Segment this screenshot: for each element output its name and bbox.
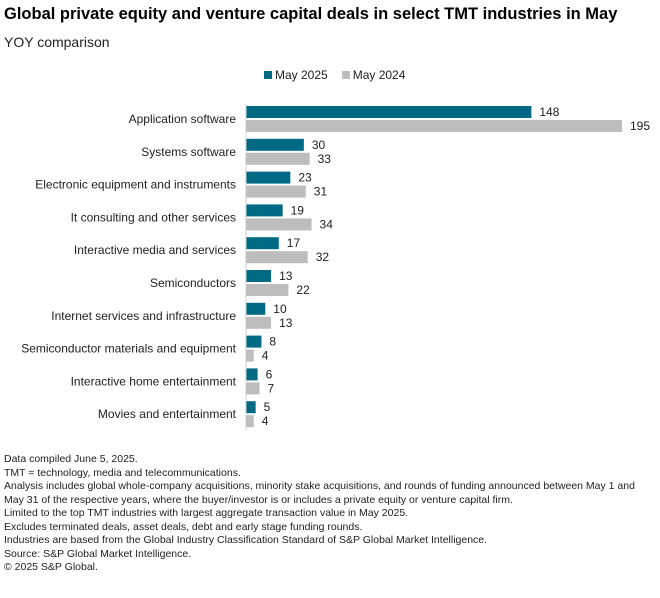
legend-swatch-2024 bbox=[341, 71, 350, 79]
bar-2024 bbox=[246, 382, 260, 395]
legend-item-2025: May 2025 bbox=[264, 68, 328, 82]
data-label: 30 bbox=[312, 138, 326, 152]
bar-2025 bbox=[246, 204, 283, 217]
chart-title: Global private equity and venture capita… bbox=[4, 5, 618, 23]
legend: May 2025 May 2024 bbox=[264, 68, 405, 82]
data-label: 33 bbox=[318, 152, 332, 166]
note: TMT = technology, media and telecommunic… bbox=[4, 466, 241, 479]
legend-label: May 2025 bbox=[275, 68, 328, 82]
category-label: Electronic equipment and instruments bbox=[35, 178, 236, 192]
note: Data compiled June 5, 2025. bbox=[4, 453, 138, 465]
bar-2024 bbox=[246, 316, 272, 329]
category-label: Semiconductors bbox=[150, 276, 236, 290]
bar-2024 bbox=[246, 349, 254, 362]
chart-subtitle: YOY comparison bbox=[4, 34, 110, 50]
data-label: 10 bbox=[273, 302, 287, 316]
note: Excludes terminated deals, asset deals, … bbox=[4, 520, 363, 533]
note: Source: S&P Global Market Intelligence. bbox=[4, 547, 192, 560]
data-label: 22 bbox=[296, 283, 310, 297]
bar-2025 bbox=[246, 335, 262, 348]
category-label: Interactive media and services bbox=[74, 243, 236, 257]
bar-2025 bbox=[246, 401, 256, 414]
bar-2025 bbox=[246, 237, 279, 250]
data-label: 8 bbox=[269, 335, 276, 349]
data-label: 195 bbox=[630, 119, 650, 133]
data-label: 19 bbox=[291, 203, 305, 217]
category-label: Interactive home entertainment bbox=[71, 374, 237, 388]
data-label: 5 bbox=[264, 400, 271, 414]
bar-2024 bbox=[246, 284, 289, 296]
note: Limited to the top TMT industries with l… bbox=[4, 507, 409, 519]
bar-2025 bbox=[246, 302, 266, 315]
bar-2024 bbox=[246, 120, 622, 132]
bar-2025 bbox=[246, 138, 304, 151]
data-label: 34 bbox=[320, 217, 334, 231]
bar-2025 bbox=[246, 106, 532, 118]
category-label: It consulting and other services bbox=[71, 210, 236, 224]
data-label: 13 bbox=[279, 316, 293, 330]
bar-2024 bbox=[246, 218, 312, 231]
data-label: 148 bbox=[539, 105, 559, 119]
data-label: 32 bbox=[316, 250, 330, 264]
footnotes: Data compiled June 5, 2025. TMT = techno… bbox=[4, 453, 656, 575]
note: Analysis includes global whole-company a… bbox=[4, 480, 635, 506]
bar-2024 bbox=[246, 251, 308, 264]
bar-2024 bbox=[246, 415, 254, 428]
data-label: 4 bbox=[262, 414, 269, 428]
note: Industries are based from the Global Ind… bbox=[4, 534, 488, 546]
bar-2024 bbox=[246, 185, 306, 198]
bar-2025 bbox=[246, 368, 258, 381]
data-label: 4 bbox=[262, 349, 269, 363]
legend-label: May 2024 bbox=[352, 68, 406, 82]
legend-swatch-2025 bbox=[264, 71, 272, 79]
category-label: Systems software bbox=[141, 145, 236, 159]
data-label: 23 bbox=[298, 171, 312, 185]
data-label: 6 bbox=[266, 367, 273, 381]
data-label: 17 bbox=[287, 236, 301, 250]
data-label: 13 bbox=[279, 269, 293, 283]
data-label: 7 bbox=[267, 381, 274, 395]
bar-2025 bbox=[246, 171, 291, 184]
legend-item-2024: May 2024 bbox=[341, 68, 406, 82]
note: © 2025 S&P Global. bbox=[4, 561, 98, 573]
bar-2024 bbox=[246, 152, 310, 165]
category-label: Application software bbox=[129, 112, 237, 126]
category-label: Semiconductor materials and equipment bbox=[21, 342, 236, 356]
category-label: Movies and entertainment bbox=[98, 407, 237, 421]
bar-2025 bbox=[246, 270, 272, 282]
category-label: Internet services and infrastructure bbox=[51, 309, 236, 323]
data-label: 31 bbox=[314, 185, 328, 199]
